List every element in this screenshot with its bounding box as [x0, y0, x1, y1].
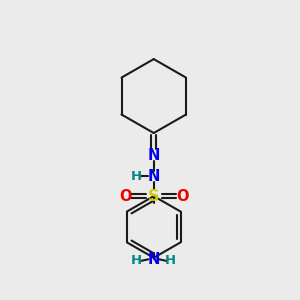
Text: H: H: [131, 254, 142, 267]
Text: H: H: [165, 254, 176, 267]
Text: N: N: [148, 252, 160, 267]
Text: N: N: [148, 169, 160, 184]
Text: O: O: [119, 189, 131, 204]
Text: O: O: [176, 189, 189, 204]
Text: N: N: [148, 148, 160, 163]
Text: S: S: [148, 189, 160, 204]
Text: H: H: [130, 169, 142, 183]
